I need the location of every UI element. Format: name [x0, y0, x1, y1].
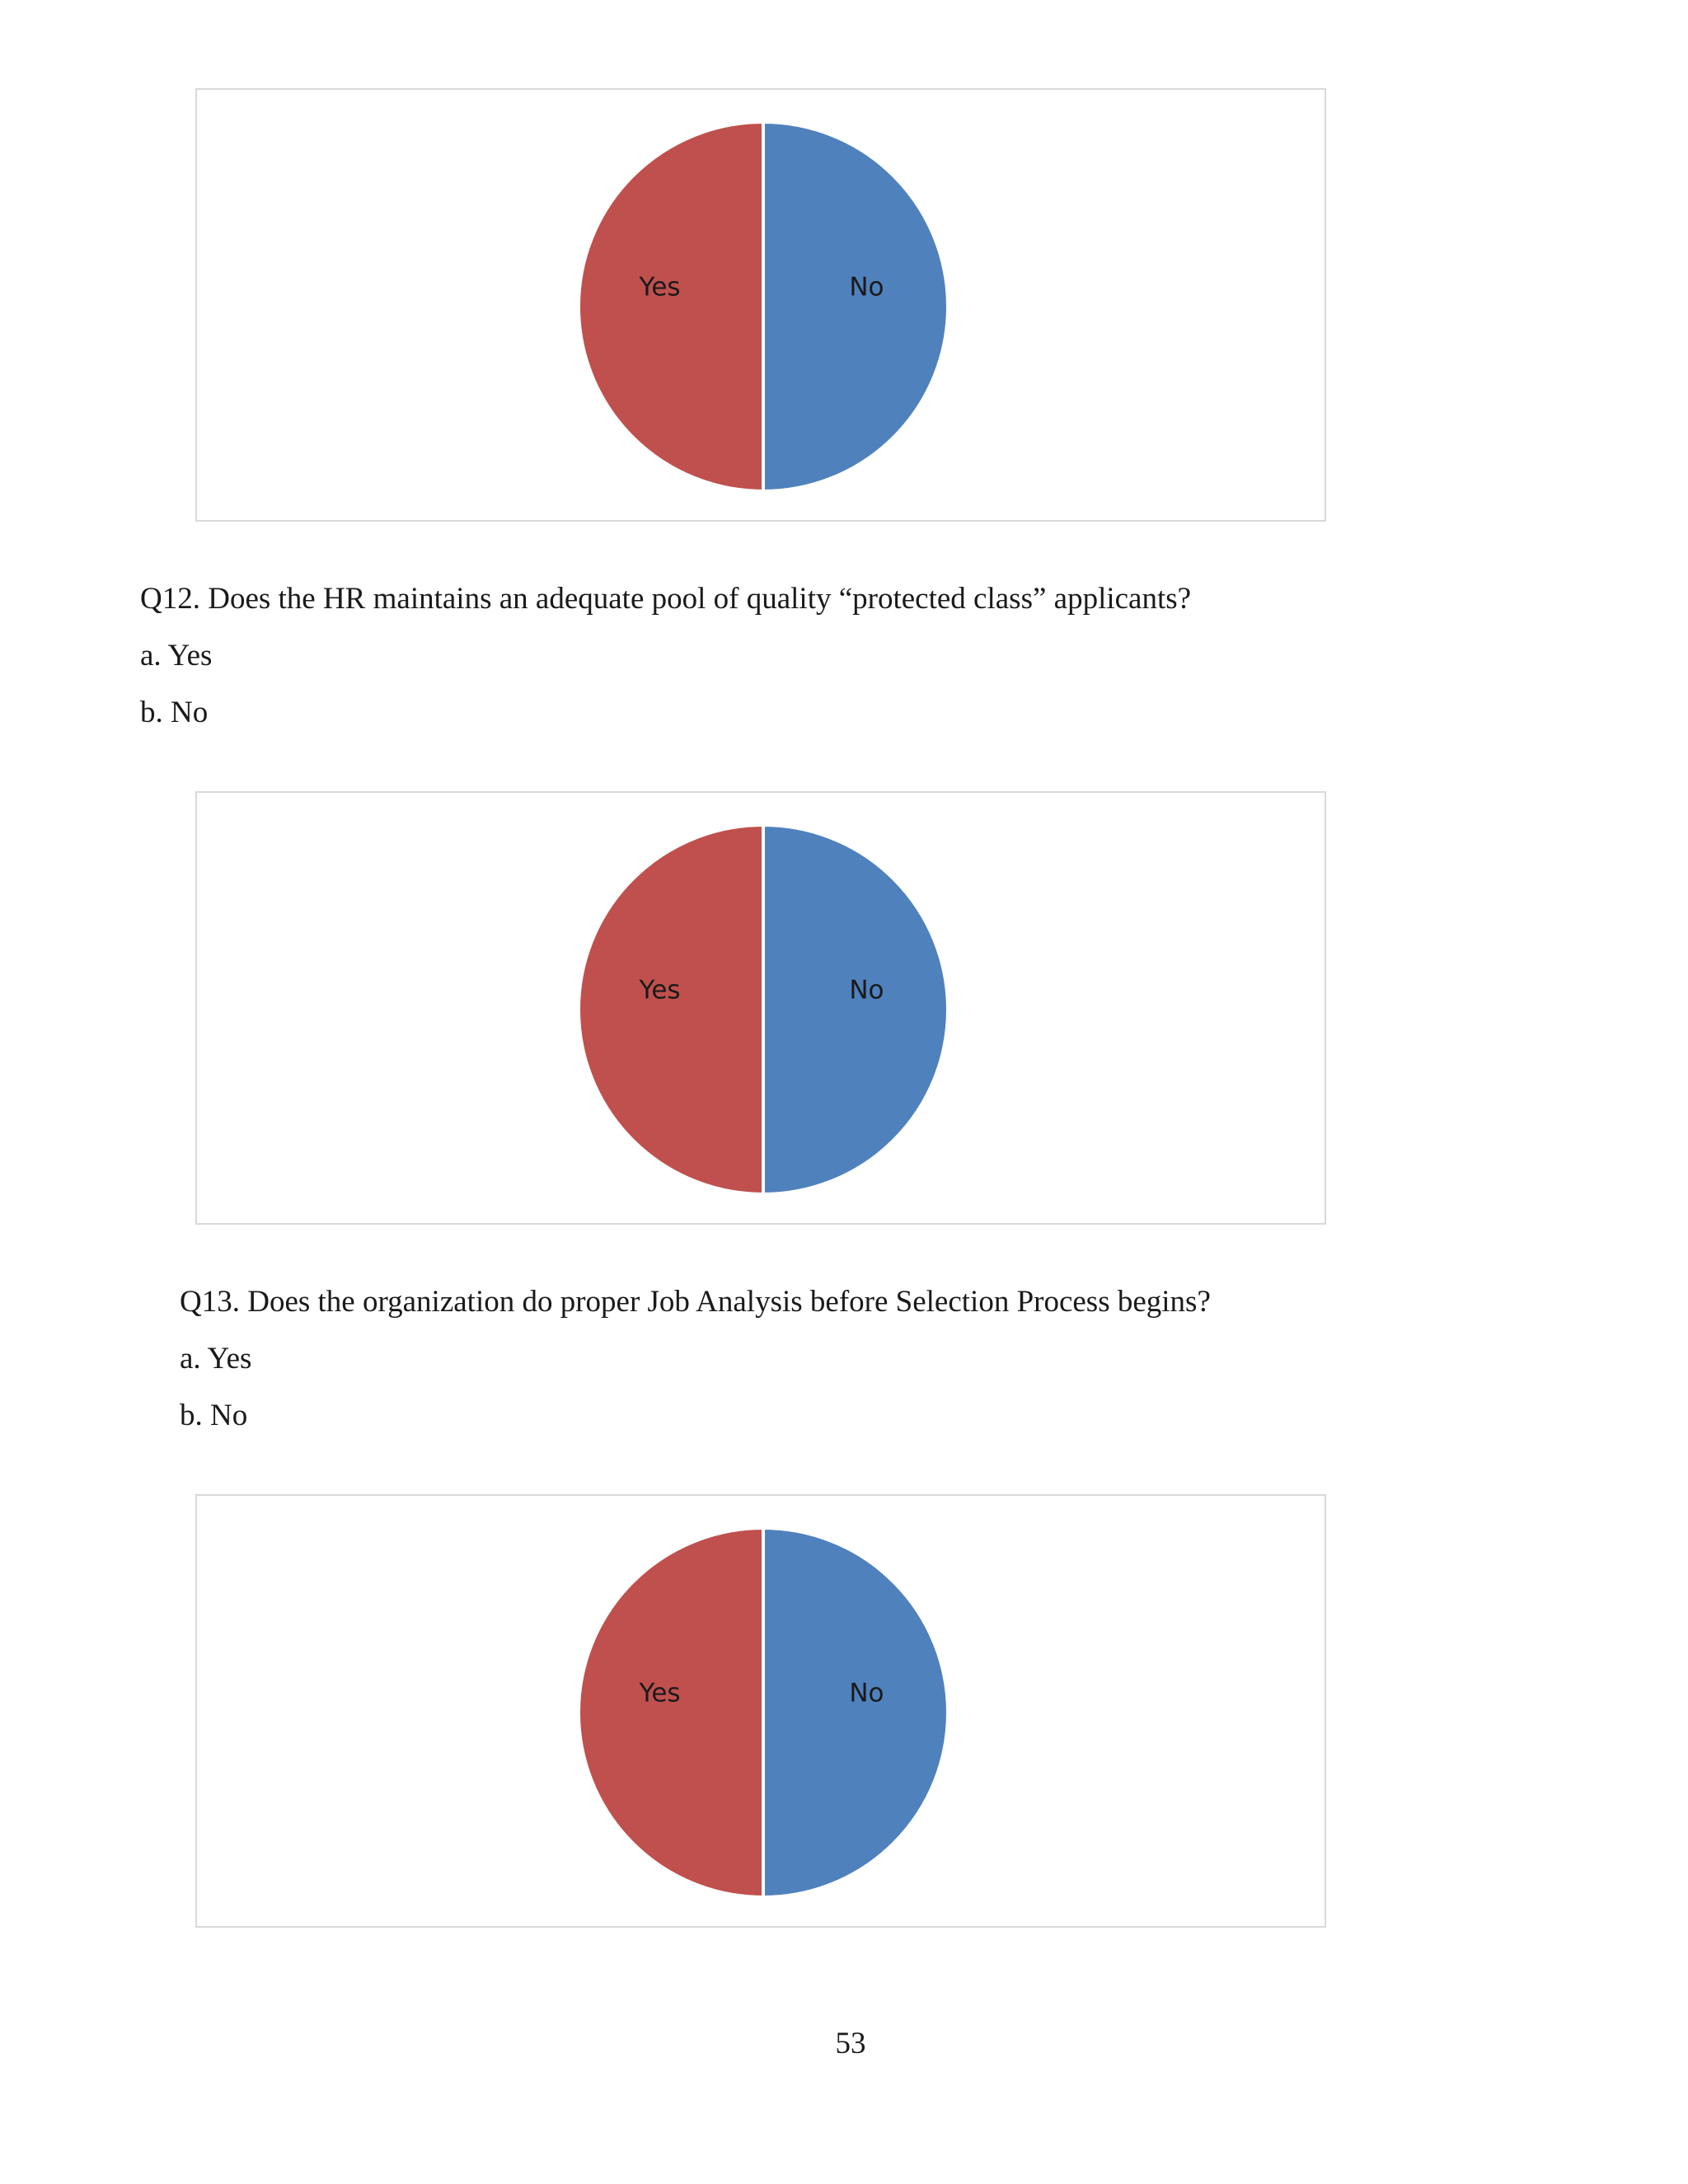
pie-slice-no: [762, 823, 950, 1196]
option-no: b. No: [180, 1399, 248, 1432]
data-label-yes: Yes: [639, 1679, 681, 1708]
pie-slice-no: [762, 120, 950, 493]
option-no: b. No: [140, 696, 209, 729]
option-yes: a. Yes: [180, 1342, 252, 1376]
data-label-no: No: [849, 1679, 884, 1708]
data-label-yes: Yes: [639, 273, 681, 302]
pie-chart: No Yes: [577, 120, 950, 493]
question-q13: Q13. Does the organization do proper Job…: [180, 1285, 1211, 1319]
pie-chart-frame: No Yes: [195, 1494, 1326, 1928]
pie-chart: No Yes: [577, 823, 950, 1196]
data-label-no: No: [849, 976, 884, 1005]
pie-chart: No Yes: [577, 1526, 950, 1899]
data-label-no: No: [849, 273, 884, 302]
pie-slice-yes: [577, 1526, 765, 1899]
pie-slice-no: [762, 1526, 950, 1899]
page-number: 53: [835, 2027, 866, 2060]
pie-slice-yes: [577, 823, 765, 1196]
question-q12: Q12. Does the HR maintains an adequate p…: [140, 582, 1192, 616]
pie-slice-yes: [577, 120, 765, 493]
option-yes: a. Yes: [140, 639, 213, 673]
pie-chart-frame: No Yes: [195, 88, 1326, 522]
pie-chart-frame: No Yes: [195, 791, 1326, 1225]
data-label-yes: Yes: [639, 976, 681, 1005]
